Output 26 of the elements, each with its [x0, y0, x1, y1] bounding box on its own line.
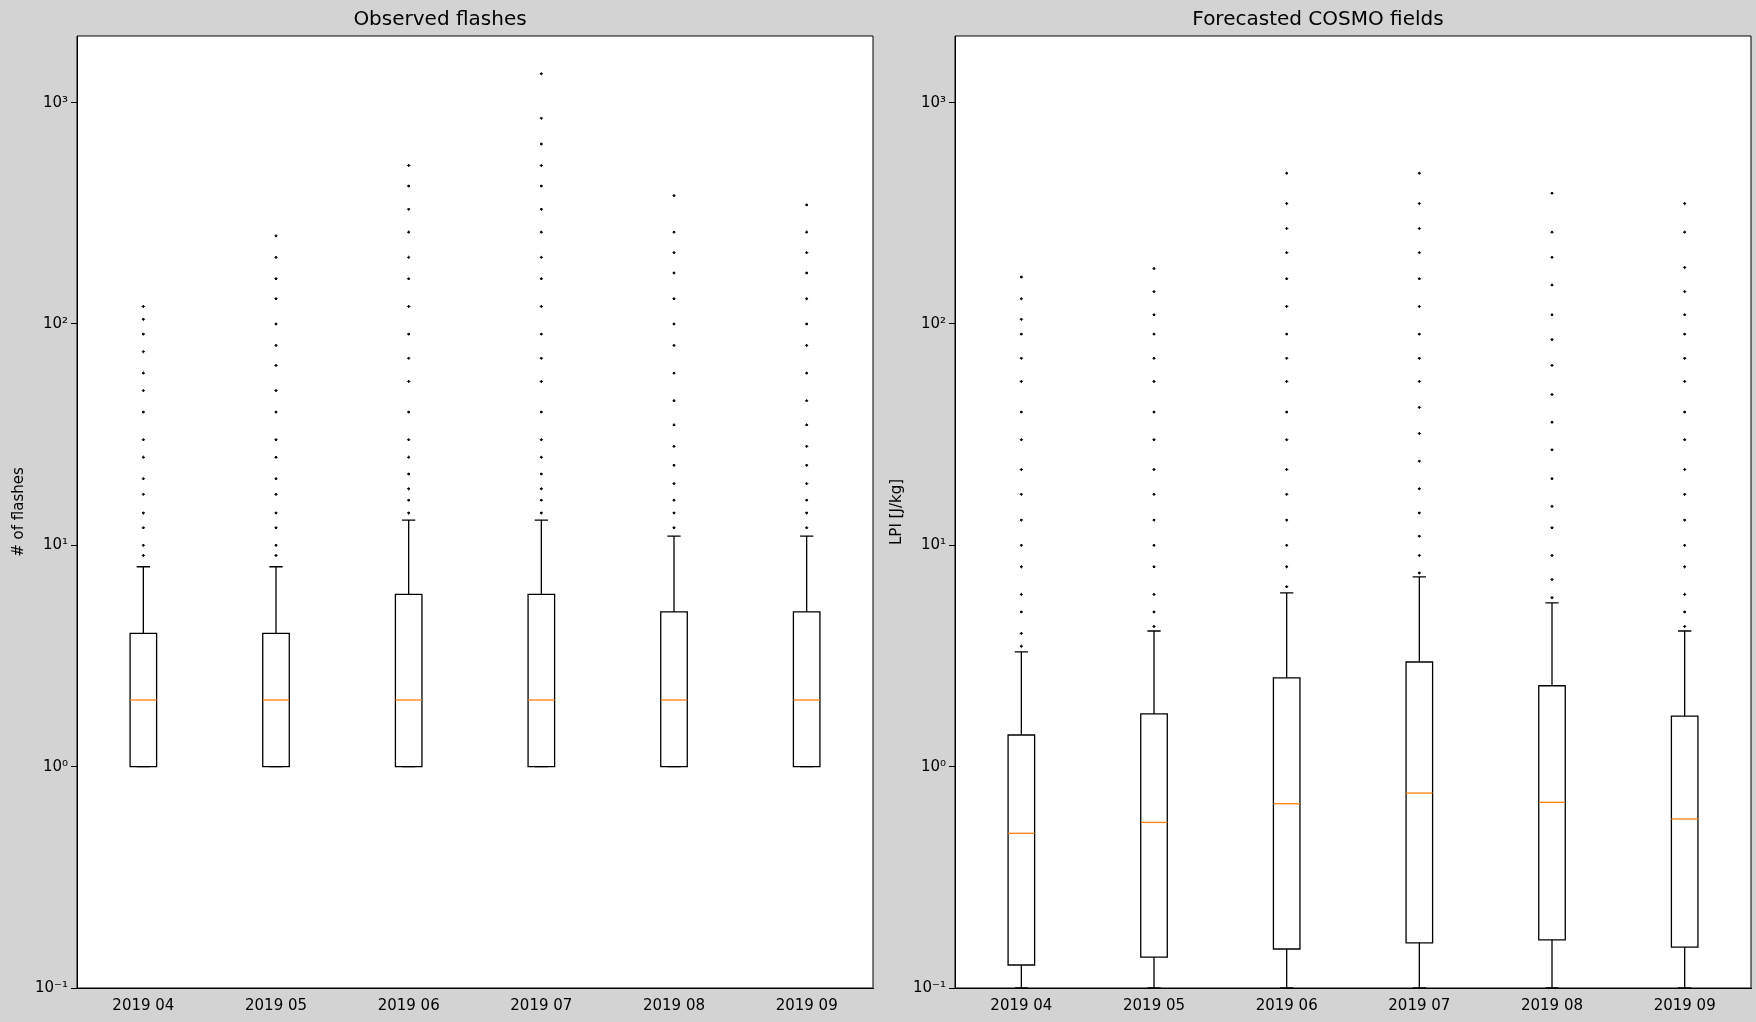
y-axis-title: # of flashes [8, 467, 27, 557]
y-tick-label: 10⁰ [920, 756, 947, 775]
y-tick-label: 10⁻¹ [34, 977, 69, 996]
x-tick-label: 2019 05 [1123, 995, 1186, 1014]
x-tick-label: 2019 08 [1520, 995, 1584, 1014]
y-tick-label: 10⁻¹ [912, 977, 947, 996]
y-tick-label: 10⁰ [42, 756, 69, 775]
x-tick-label: 2019 09 [1653, 995, 1716, 1014]
y-tick-label: 10² [42, 313, 69, 332]
x-tick-label: 2019 07 [1388, 995, 1451, 1014]
x-tick-label: 2019 04 [112, 995, 175, 1014]
chart-title: Forecasted COSMO fields [1192, 6, 1444, 31]
y-tick-label: 10² [920, 313, 947, 332]
y-tick-label: 10³ [42, 92, 69, 111]
x-tick-label: 2019 04 [990, 995, 1053, 1014]
x-tick-label: 2019 06 [1255, 995, 1318, 1014]
x-tick-label: 2019 05 [245, 995, 308, 1014]
x-tick-label: 2019 06 [377, 995, 440, 1014]
chart-title: Observed flashes [353, 6, 527, 31]
x-tick-label: 2019 09 [775, 995, 838, 1014]
y-axis-title: LPI [J/kg] [886, 479, 905, 545]
y-tick-label: 10¹ [920, 535, 947, 554]
y-tick-label: 10¹ [42, 535, 69, 554]
x-tick-label: 2019 08 [642, 995, 706, 1014]
x-tick-label: 2019 07 [510, 995, 573, 1014]
y-tick-label: 10³ [920, 92, 947, 111]
